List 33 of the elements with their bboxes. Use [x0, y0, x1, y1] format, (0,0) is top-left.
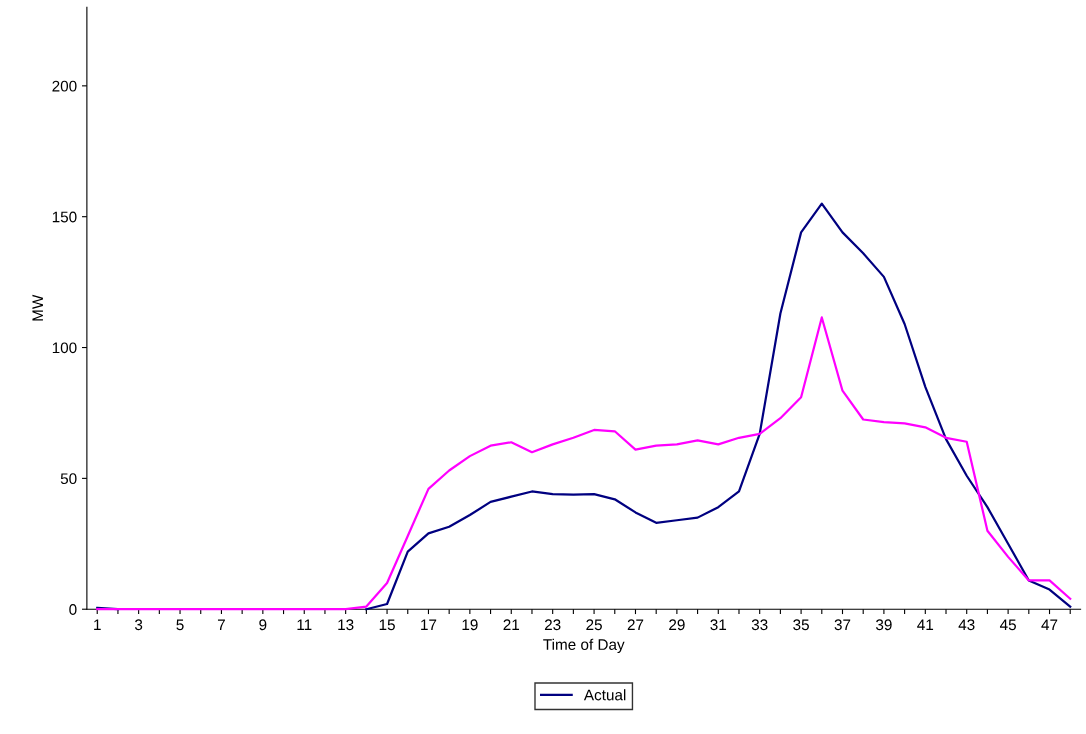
x-tick-label: 33 [751, 619, 768, 631]
x-tick-label: 3 [134, 619, 143, 631]
x-axis-title: Time of Day [543, 638, 625, 653]
x-tick-label: 9 [259, 619, 267, 631]
x-tick-label: 29 [669, 619, 685, 631]
x-tick-label: 41 [917, 619, 934, 631]
line-series [96, 316, 1072, 611]
x-tick-label: 13 [338, 619, 354, 631]
y-tick-label: 150 [52, 211, 77, 223]
x-tick-label: 43 [958, 619, 975, 631]
x-tick-label: 47 [1041, 619, 1058, 631]
y-tick-label: 0 [69, 604, 77, 615]
y-tick-label: 100 [52, 342, 77, 354]
legend-label: Actual [583, 689, 626, 701]
x-tick-label: 45 [999, 619, 1016, 631]
x-tick-label: 7 [217, 619, 225, 631]
x-tick-label: 25 [586, 619, 602, 631]
x-tick-label: 27 [627, 619, 644, 631]
x-tick-label: 35 [793, 619, 809, 631]
x-tick-label: 11 [297, 619, 312, 631]
x-tick-label: 1 [94, 619, 101, 631]
x-tick-label: 5 [176, 619, 184, 631]
x-tick-label: 39 [875, 619, 892, 631]
x-tick-label: 19 [462, 619, 478, 631]
x-tick-label: 17 [421, 619, 437, 631]
y-tick-label: 50 [60, 473, 77, 485]
x-tick-label: 37 [834, 619, 851, 631]
y-tick-label: 200 [52, 80, 77, 92]
x-tick-label: 23 [544, 619, 561, 631]
x-tick-label: 31 [710, 619, 727, 631]
x-tick-label: 15 [379, 619, 395, 631]
x-tick-label: 21 [503, 619, 520, 631]
y-axis-title: MW [32, 294, 43, 321]
